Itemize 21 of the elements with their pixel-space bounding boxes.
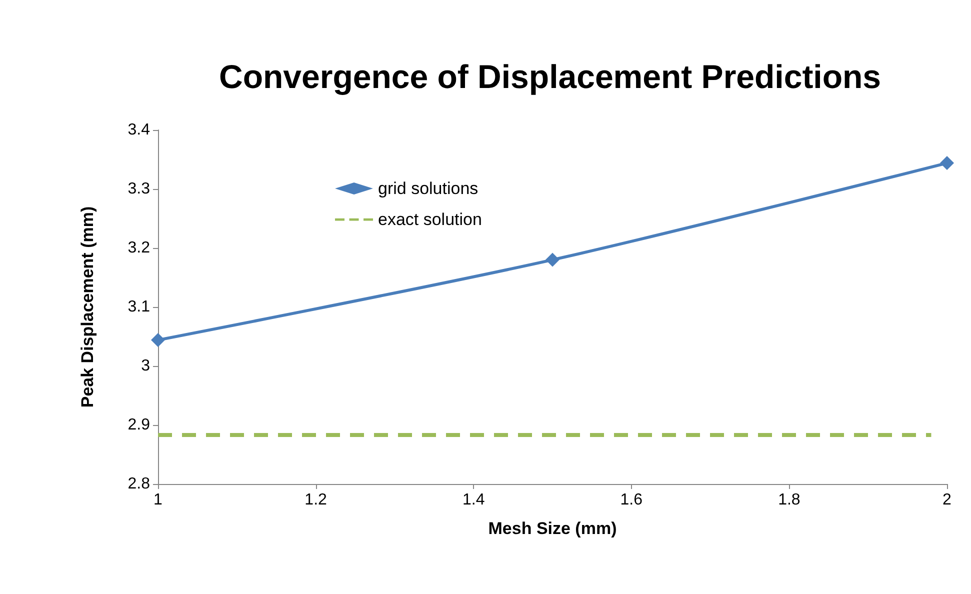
y-tick-label: 3.3 bbox=[128, 180, 150, 198]
point bbox=[940, 156, 954, 170]
point bbox=[546, 252, 560, 267]
y-tick-label: 3.1 bbox=[128, 298, 150, 316]
x-tick-label: 1.6 bbox=[620, 492, 643, 508]
chart-title: Convergence of Displacement Predictions bbox=[218, 58, 882, 95]
x-axis-title: Mesh Size (mm) bbox=[488, 519, 617, 538]
x-tick-label: 1.8 bbox=[778, 492, 800, 508]
x-tick-label: 1.2 bbox=[304, 492, 328, 508]
x-tick-label: 2 bbox=[942, 492, 952, 508]
point bbox=[151, 333, 165, 348]
x-tick-label: 1.4 bbox=[462, 492, 485, 508]
y-tick-label: 2.9 bbox=[128, 416, 150, 434]
y-tick-label: 2.8 bbox=[128, 476, 150, 492]
x-tick-label: 1 bbox=[154, 492, 163, 508]
y-tick-label: 3 bbox=[141, 358, 150, 374]
y-tick-label: 3.2 bbox=[128, 240, 150, 256]
legend-label: grid solutions bbox=[378, 179, 478, 198]
y-axis-title: Peak Displacement (mm) bbox=[78, 206, 97, 408]
legend-label: exact solution bbox=[378, 210, 482, 229]
y-tick-label: 3.4 bbox=[128, 122, 150, 138]
